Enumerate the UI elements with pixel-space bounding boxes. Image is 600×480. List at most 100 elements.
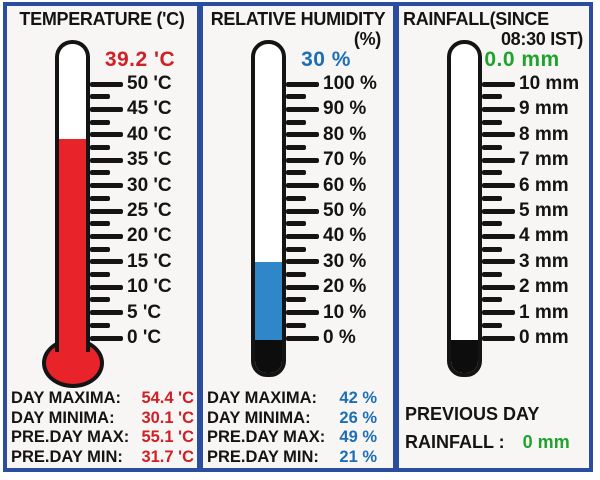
scale-tick-major xyxy=(286,284,319,290)
scale-tick-label: 1 mm xyxy=(519,301,569,323)
scale-tick-label: 2 mm xyxy=(519,276,569,298)
previous-day-label: PREVIOUS DAY xyxy=(405,404,540,424)
scale-tick-minor xyxy=(286,272,306,277)
scale-tick-minor xyxy=(286,322,306,328)
scale-tick-minor xyxy=(286,246,306,252)
scale-tick-label: 40 'C xyxy=(127,123,172,145)
rainfall-gauge: 10 mm 9 mm 8 mm 7 mm 6 mm 5 mm 4 mm 3 mm 2 mm 1 m… xyxy=(399,6,589,468)
stat-row: PRE.DAY MIN: 21 % xyxy=(207,448,391,468)
scale-tick-label: 5 mm xyxy=(519,200,569,221)
scale-tick-major xyxy=(90,335,123,341)
rainfall-panel-title-unit: 08:30 IST) xyxy=(500,29,583,49)
scale-tick-minor xyxy=(482,94,502,100)
humidity-current-value: 30 % xyxy=(301,48,351,71)
scale-tick-label: 100 % xyxy=(323,73,377,94)
scale-tick-major xyxy=(482,284,515,290)
humidity-panel-title: RELATIVE HUMIDITY xyxy=(210,9,386,29)
scale-tick-label: 4 mm xyxy=(519,225,569,247)
scale-tick-major xyxy=(482,310,515,316)
scale-tick-major xyxy=(482,183,515,189)
scale-tick-minor xyxy=(286,119,306,125)
stat-label: PRE.DAY MAX: xyxy=(11,428,130,446)
stat-label: PRE.DAY MAX: xyxy=(207,428,326,446)
scale-tick-label: 30 'C xyxy=(127,174,172,196)
scale-tick-label: 80 % xyxy=(323,123,367,145)
previous-day-rainfall-row: RAINFALL : 0 mm xyxy=(405,432,587,452)
scale-tick-major xyxy=(286,106,319,112)
scale-tick-major xyxy=(286,259,319,265)
stat-value: 42 % xyxy=(339,389,377,407)
thermometer-tube-interior xyxy=(447,40,482,377)
stat-row: DAY MAXIMA: 42 % xyxy=(207,389,391,409)
stat-label: DAY MAXIMA: xyxy=(207,389,318,407)
scale-tick-major xyxy=(286,157,319,163)
scale-tick-major xyxy=(90,183,123,189)
stat-value: 21 % xyxy=(339,447,377,466)
scale-tick-minor xyxy=(286,94,306,100)
scale-tick-label: 0 % xyxy=(323,327,356,348)
scale-tick-minor xyxy=(482,145,502,150)
scale-tick-label: 30 % xyxy=(323,250,367,272)
scale-tick-label: 10 mm xyxy=(519,73,580,94)
scale-tick-minor xyxy=(90,119,110,125)
stat-label: DAY MINIMA: xyxy=(207,408,311,427)
scale-tick-minor xyxy=(90,246,110,252)
stat-value: 26 % xyxy=(339,408,377,427)
scale-tick-major xyxy=(286,208,319,214)
scale-tick-major xyxy=(482,335,515,341)
stat-value: 55.1 'C xyxy=(141,428,194,446)
stat-row: DAY MINIMA: 26 % xyxy=(207,409,391,429)
scale-tick-major xyxy=(286,310,319,316)
scale-tick-major xyxy=(482,259,515,265)
scale-tick-major xyxy=(482,208,515,214)
stat-row: PRE.DAY MAX: 55.1 'C xyxy=(11,428,195,448)
panel-divider xyxy=(393,6,399,468)
stat-label: PRE.DAY MIN: xyxy=(207,447,319,466)
temperature-panel: TEMPERATURE ('C) 39.2 'C 50 'C 45 'C 40 'C… xyxy=(7,6,197,468)
humidity-thermometer-gauge: 100 % 90 % 80 % 70 % 60 % 50 % 40 % 30 % 20 % 10 … xyxy=(203,6,393,468)
scale-tick-major xyxy=(90,259,123,265)
scale-tick-major xyxy=(286,132,319,138)
scale-tick-major xyxy=(286,233,319,239)
stat-value: 30.1 'C xyxy=(141,408,194,427)
scale-tick-label: 7 mm xyxy=(519,149,569,171)
scale-tick-minor xyxy=(90,195,110,201)
scale-tick-minor xyxy=(482,297,502,303)
rainfall-current-value: 0.0 mm xyxy=(484,48,560,71)
scale-tick-major xyxy=(482,81,515,87)
humidity-stats-list: DAY MAXIMA: 42 % DAY MINIMA: 26 % PRE.DA… xyxy=(207,389,391,467)
scale-tick-label: 9 mm xyxy=(519,98,569,120)
scale-tick-label: 45 'C xyxy=(127,98,172,120)
stat-value: 49 % xyxy=(339,428,377,446)
scale-tick-label: 0 mm xyxy=(519,327,569,348)
scale-tick-label: 60 % xyxy=(323,174,367,196)
scale-tick-label: 90 % xyxy=(323,98,367,120)
temperature-current-value: 39.2 'C xyxy=(104,48,176,71)
scale-tick-label: 3 mm xyxy=(519,250,569,272)
scale-tick-major xyxy=(286,335,319,341)
scale-tick-major xyxy=(482,233,515,239)
previous-day-rainfall-label: RAINFALL : xyxy=(405,432,505,452)
previous-day-rainfall-value: 0 mm xyxy=(522,432,570,452)
scale-tick-minor xyxy=(482,246,502,252)
previous-day-rainfall-block: PREVIOUS DAY RAINFALL : 0 mm xyxy=(405,404,587,452)
scale-tick-minor xyxy=(286,195,306,201)
scale-tick-minor xyxy=(482,170,502,176)
scale-tick-major xyxy=(90,310,123,316)
stat-row: DAY MINIMA: 30.1 'C xyxy=(11,409,195,429)
stat-row: PRE.DAY MAX: 49 % xyxy=(207,428,391,448)
scale-tick-label: 70 % xyxy=(323,149,367,171)
scale-tick-label: 5 'C xyxy=(127,301,162,323)
temperature-thermometer-gauge: 50 'C 45 'C 40 'C 35 'C 30 'C 25 'C 20 'C 15 'C… xyxy=(7,6,197,468)
scale-tick-major xyxy=(90,284,123,290)
weather-gauges-frame: TEMPERATURE ('C) 39.2 'C 50 'C 45 'C 40 'C… xyxy=(3,2,593,472)
scale-tick-label: 50 'C xyxy=(127,73,172,94)
stat-row: DAY MAXIMA: 54.4 'C xyxy=(11,389,195,409)
scale-tick-minor xyxy=(482,322,502,328)
scale-tick-major xyxy=(286,183,319,189)
scale-tick-label: 15 'C xyxy=(127,250,172,272)
stat-value: 31.7 'C xyxy=(141,447,194,466)
scale-tick-label: 6 mm xyxy=(519,174,569,196)
stat-label: PRE.DAY MIN: xyxy=(11,447,123,466)
scale-tick-major xyxy=(90,81,123,87)
